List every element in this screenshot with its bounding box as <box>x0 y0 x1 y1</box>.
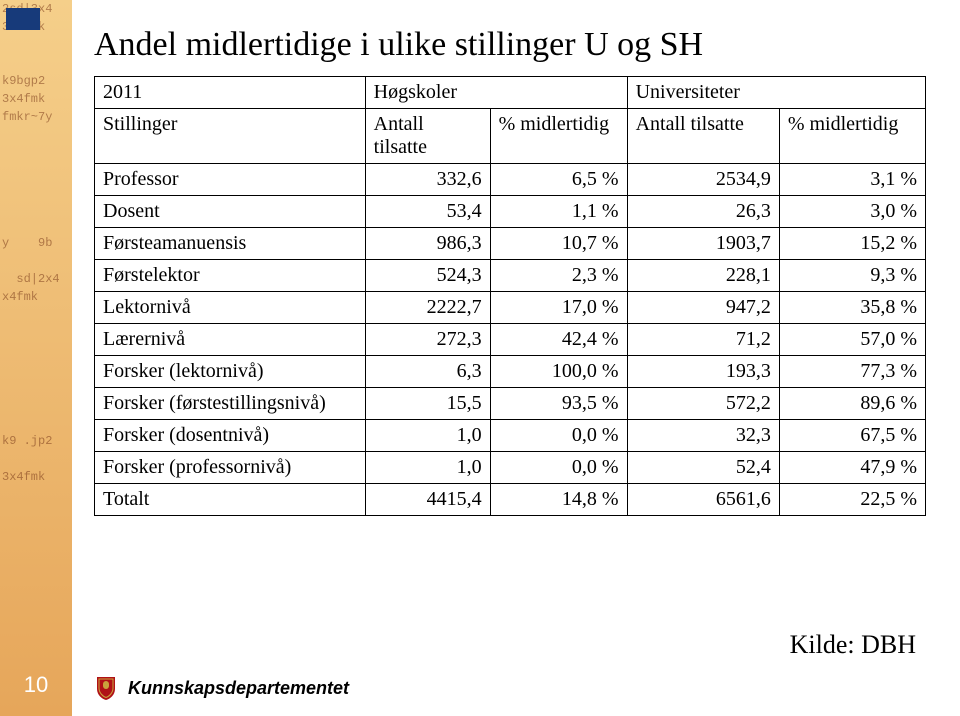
row-val: 1903,7 <box>627 228 779 260</box>
row-val: 193,3 <box>627 356 779 388</box>
row-val: 6,3 <box>365 356 490 388</box>
row-val: 100,0 % <box>490 356 627 388</box>
side-decor-stripe: 2sd|3x4 3x4fmk k9bgp2 3x4fmk fmkr~7y y 9… <box>0 0 72 716</box>
row-val: 52,4 <box>627 452 779 484</box>
hdr2-antall-u: Antall tilsatte <box>627 109 779 164</box>
row-val: 2534,9 <box>627 164 779 196</box>
table-row: Forsker (lektornivå) 6,3 100,0 % 193,3 7… <box>95 356 926 388</box>
table-row: Førstelektor 524,3 2,3 % 228,1 9,3 % <box>95 260 926 292</box>
row-val: 89,6 % <box>779 388 925 420</box>
row-val: 15,5 <box>365 388 490 420</box>
row-val: 986,3 <box>365 228 490 260</box>
hdr1-hogskoler: Høgskoler <box>365 77 627 109</box>
row-label: Professor <box>95 164 366 196</box>
row-val: 947,2 <box>627 292 779 324</box>
row-val: 1,0 <box>365 452 490 484</box>
row-label: Førstelektor <box>95 260 366 292</box>
row-val: 6,5 % <box>490 164 627 196</box>
row-val: 4415,4 <box>365 484 490 516</box>
row-val: 1,1 % <box>490 196 627 228</box>
row-label: Totalt <box>95 484 366 516</box>
row-val: 3,1 % <box>779 164 925 196</box>
row-val: 10,7 % <box>490 228 627 260</box>
slide-content: Andel midlertidige i ulike stillinger U … <box>72 0 960 716</box>
row-val: 14,8 % <box>490 484 627 516</box>
row-val: 572,2 <box>627 388 779 420</box>
row-label: Førsteamanuensis <box>95 228 366 260</box>
row-val: 26,3 <box>627 196 779 228</box>
row-label: Lærernivå <box>95 324 366 356</box>
row-val: 53,4 <box>365 196 490 228</box>
row-val: 17,0 % <box>490 292 627 324</box>
row-val: 22,5 % <box>779 484 925 516</box>
footer: Kunnskapsdepartementet <box>94 676 349 700</box>
hdr2-pct-hs: % midlertidig <box>490 109 627 164</box>
row-label: Lektornivå <box>95 292 366 324</box>
page-title: Andel midlertidige i ulike stillinger U … <box>94 26 926 64</box>
row-val: 0,0 % <box>490 420 627 452</box>
table-row: Totalt 4415,4 14,8 % 6561,6 22,5 % <box>95 484 926 516</box>
row-val: 1,0 <box>365 420 490 452</box>
row-val: 2,3 % <box>490 260 627 292</box>
row-val: 2222,7 <box>365 292 490 324</box>
table-header-row-2: Stillinger Antall tilsatte % midlertidig… <box>95 109 926 164</box>
row-val: 272,3 <box>365 324 490 356</box>
row-val: 35,8 % <box>779 292 925 324</box>
row-label: Forsker (dosentnivå) <box>95 420 366 452</box>
row-val: 332,6 <box>365 164 490 196</box>
row-val: 3,0 % <box>779 196 925 228</box>
hdr2-stillinger: Stillinger <box>95 109 366 164</box>
crest-icon <box>94 676 118 700</box>
row-label: Forsker (professornivå) <box>95 452 366 484</box>
row-val: 524,3 <box>365 260 490 292</box>
table-row: Lærernivå 272,3 42,4 % 71,2 57,0 % <box>95 324 926 356</box>
department-name: Kunnskapsdepartementet <box>128 678 349 699</box>
row-label: Forsker (lektornivå) <box>95 356 366 388</box>
table-row: Forsker (førstestillingsnivå) 15,5 93,5 … <box>95 388 926 420</box>
table-header-row-1: 2011 Høgskoler Universiteter <box>95 77 926 109</box>
row-val: 9,3 % <box>779 260 925 292</box>
row-val: 15,2 % <box>779 228 925 260</box>
row-val: 71,2 <box>627 324 779 356</box>
table-row: Professor 332,6 6,5 % 2534,9 3,1 % <box>95 164 926 196</box>
row-val: 93,5 % <box>490 388 627 420</box>
hdr1-year: 2011 <box>95 77 366 109</box>
table-row: Lektornivå 2222,7 17,0 % 947,2 35,8 % <box>95 292 926 324</box>
table-row: Dosent 53,4 1,1 % 26,3 3,0 % <box>95 196 926 228</box>
row-label: Dosent <box>95 196 366 228</box>
table-row: Førsteamanuensis 986,3 10,7 % 1903,7 15,… <box>95 228 926 260</box>
table-row: Forsker (dosentnivå) 1,0 0,0 % 32,3 67,5… <box>95 420 926 452</box>
page-number: 10 <box>0 672 72 698</box>
corner-block <box>6 8 40 30</box>
row-label: Forsker (førstestillingsnivå) <box>95 388 366 420</box>
hdr2-antall-hs: Antall tilsatte <box>365 109 490 164</box>
row-val: 0,0 % <box>490 452 627 484</box>
row-val: 42,4 % <box>490 324 627 356</box>
row-val: 32,3 <box>627 420 779 452</box>
hdr2-pct-u: % midlertidig <box>779 109 925 164</box>
row-val: 228,1 <box>627 260 779 292</box>
row-val: 67,5 % <box>779 420 925 452</box>
row-val: 57,0 % <box>779 324 925 356</box>
row-val: 47,9 % <box>779 452 925 484</box>
row-val: 6561,6 <box>627 484 779 516</box>
side-noise-text: 2sd|3x4 3x4fmk k9bgp2 3x4fmk fmkr~7y y 9… <box>0 0 72 716</box>
table-row: Forsker (professornivå) 1,0 0,0 % 52,4 4… <box>95 452 926 484</box>
hdr1-universiteter: Universiteter <box>627 77 925 109</box>
source-label: Kilde: DBH <box>790 630 916 660</box>
row-val: 77,3 % <box>779 356 925 388</box>
data-table: 2011 Høgskoler Universiteter Stillinger … <box>94 76 926 516</box>
